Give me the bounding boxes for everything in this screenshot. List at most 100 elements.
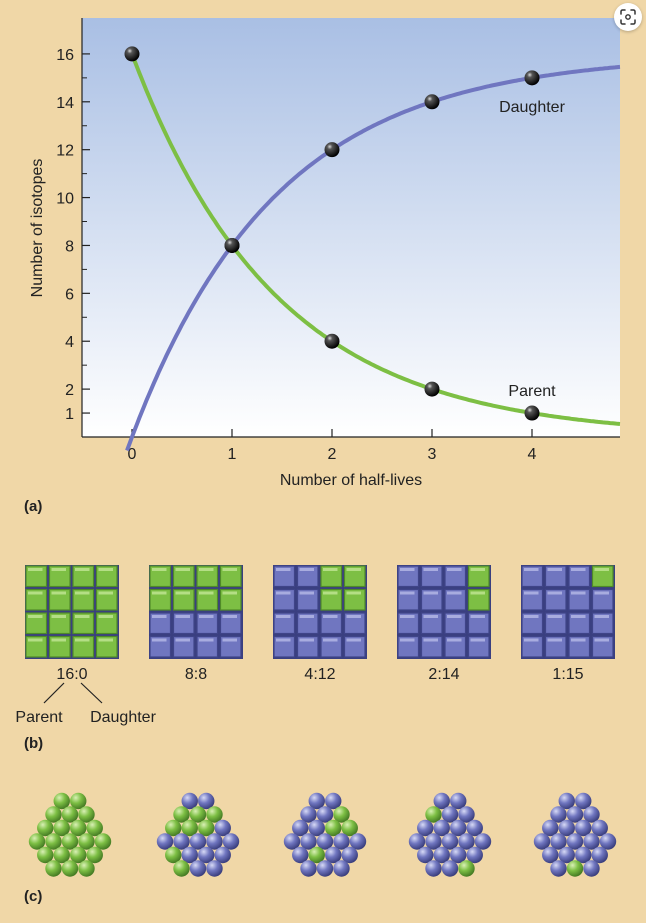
daughter-cell (420, 588, 443, 611)
cell-highlight (51, 638, 66, 642)
daughter-cell (149, 635, 172, 658)
y-tick-label: 12 (56, 143, 74, 160)
daughter-atom (450, 846, 467, 864)
daughter-atom (575, 792, 592, 810)
cell-highlight (199, 591, 214, 595)
parent-atom (70, 792, 87, 810)
daughter-atom (550, 833, 567, 850)
daughter-atom (181, 792, 198, 810)
cell-highlight (152, 568, 167, 571)
parent-cell (343, 588, 366, 611)
cell-highlight (51, 568, 66, 571)
cell-highlight (222, 615, 237, 618)
cell-highlight (346, 615, 361, 618)
y-tick-label: 2 (65, 382, 74, 399)
parent-point (124, 46, 140, 62)
daughter-point (424, 94, 440, 110)
daughter-atom (466, 819, 483, 837)
cell-highlight (400, 638, 415, 642)
parent-cell (95, 565, 118, 588)
cell-highlight (98, 568, 113, 571)
parent-atom (458, 860, 475, 877)
cell-highlight (299, 568, 314, 571)
daughter-cell (544, 565, 567, 588)
parent-atom (325, 819, 342, 837)
parent-atom (78, 806, 95, 823)
parent-atom (53, 792, 70, 810)
atom-cluster (28, 792, 112, 877)
cell-highlight (470, 568, 485, 571)
daughter-atom (441, 833, 459, 850)
daughter-cell (591, 612, 614, 635)
daughter-cell (521, 565, 544, 588)
daughter-cell (397, 565, 420, 588)
daughter-point (524, 70, 540, 86)
ratio-label: 1:15 (552, 666, 583, 683)
daughter-cell (296, 565, 319, 588)
daughter-cell (149, 612, 172, 635)
daughter-atom (214, 846, 231, 864)
parent-cell (95, 588, 118, 611)
daughter-cell (172, 635, 195, 658)
daughter-atom (283, 833, 301, 850)
daughter-atom (189, 860, 207, 877)
daughter-atom (599, 833, 617, 850)
daughter-cell (273, 565, 296, 588)
daughter-atom (533, 833, 551, 850)
daughter-cell (273, 635, 296, 658)
daughter-cell (568, 588, 591, 611)
parent-cell (25, 612, 48, 635)
daughter-atom (425, 833, 442, 850)
parent-atom (198, 819, 215, 837)
parent-atom (333, 806, 350, 823)
cell-highlight (447, 638, 462, 642)
daughter-atom (433, 846, 450, 864)
daughter-cell (521, 612, 544, 635)
parent-atom (308, 846, 325, 864)
daughter-atom (206, 833, 223, 850)
daughter-atom (417, 819, 434, 837)
cell-highlight (346, 568, 361, 571)
panel-label-c: (c) (24, 888, 43, 905)
x-tick-label: 0 (128, 446, 137, 463)
parent-cell (467, 588, 490, 611)
parent-atom (189, 806, 207, 823)
daughter-atom (466, 846, 483, 864)
parent-atom (94, 833, 112, 850)
daughter-cell (397, 612, 420, 635)
ratio-grid: 8:8 (149, 565, 243, 683)
cell-highlight (447, 615, 462, 618)
cell-highlight (299, 638, 314, 642)
daughter-atom (308, 819, 325, 837)
daughter-atom (441, 860, 459, 877)
y-axis-title: Number of isotopes (29, 159, 46, 298)
visual-search-button[interactable] (614, 3, 642, 31)
panel-label-b: (b) (24, 735, 44, 752)
cell-highlight (98, 591, 113, 595)
cell-highlight (222, 638, 237, 642)
parent-cell (172, 588, 195, 611)
parent-cell (467, 565, 490, 588)
daughter-atom (566, 806, 584, 823)
daughter-atom (583, 860, 600, 877)
cell-highlight (547, 615, 562, 618)
daughter-atom (566, 833, 584, 850)
daughter-atom (316, 833, 334, 850)
cell-highlight (323, 591, 338, 595)
cell-highlight (423, 615, 438, 618)
daughter-atom (325, 792, 342, 810)
daughter-cell (544, 588, 567, 611)
daughter-cell (591, 588, 614, 611)
daughter-cell (320, 635, 343, 658)
daughter-atom (558, 792, 575, 810)
daughter-atom (575, 846, 592, 864)
parent-cell (196, 565, 219, 588)
cell-highlight (276, 638, 291, 642)
daughter-atom (417, 846, 434, 864)
parent-atom (78, 833, 95, 850)
y-tick-label: 6 (65, 286, 74, 303)
daughter-cell (444, 635, 467, 658)
parent-atom (53, 846, 70, 864)
cell-highlight (175, 638, 190, 642)
daughter-cell (568, 635, 591, 658)
